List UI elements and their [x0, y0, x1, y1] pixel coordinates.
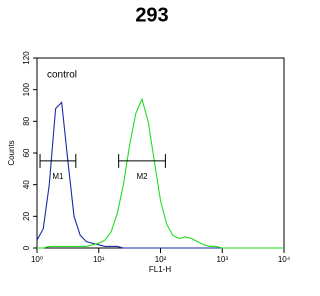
- x-tick-label: 10⁰: [31, 255, 43, 264]
- x-tick-label: 10¹: [93, 255, 105, 264]
- annotation: control: [47, 70, 77, 81]
- y-tick-label: 100: [22, 82, 31, 96]
- x-axis-label: FL1-H: [149, 265, 171, 274]
- x-tick-label: 10²: [155, 255, 167, 264]
- histogram-line: [37, 97, 284, 249]
- chart-title: 293: [135, 4, 168, 26]
- gate-label: M2: [136, 172, 148, 181]
- y-tick-label: 60: [22, 148, 31, 157]
- histogram-line: [36, 101, 284, 249]
- y-tick-label: 120: [22, 51, 31, 65]
- y-axis-label: Counts: [7, 140, 16, 165]
- x-tick-label: 10⁴: [278, 255, 291, 264]
- chart: 293 Counts FL1-H control 0 20 40 60 80 100 120…: [7, 4, 291, 274]
- y-tick-label: 20: [22, 211, 31, 220]
- x-tick-label: 10³: [216, 255, 228, 264]
- y-tick-label: 40: [22, 180, 31, 189]
- y-tick-label: 0: [22, 245, 31, 250]
- gate-label: M1: [52, 172, 64, 181]
- plot-frame: [36, 57, 285, 249]
- y-tick-label: 80: [22, 116, 31, 125]
